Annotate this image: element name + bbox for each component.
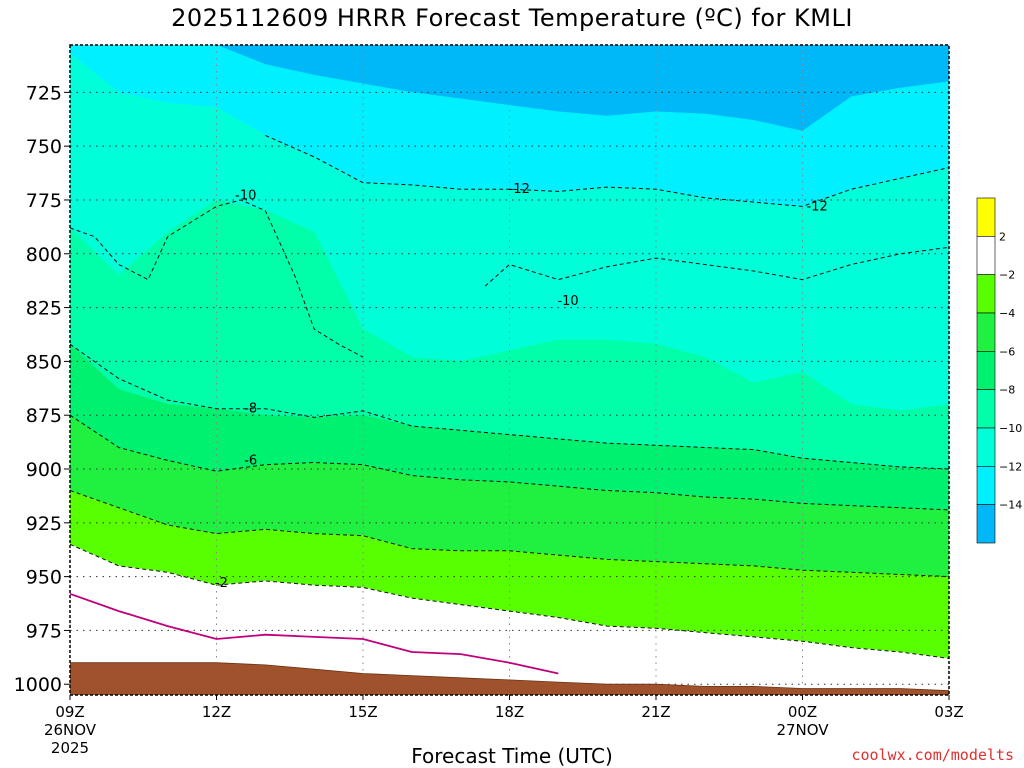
x-tick-label: 21Z <box>641 703 670 721</box>
y-tick-label: 800 <box>26 244 62 266</box>
y-tick-label: 975 <box>26 620 62 642</box>
surface-terrain <box>70 662 949 695</box>
colorbar-swatch <box>976 197 996 237</box>
colorbar-label: −8 <box>999 384 1015 397</box>
y-tick-label: 1000 <box>14 674 62 696</box>
x-tick-label: 18Z <box>495 703 524 721</box>
colorbar-label: −6 <box>999 345 1015 358</box>
colorbar-swatch <box>976 504 996 544</box>
colorbar: 2 −2 −4 −6 −8 −10 −12 −14 <box>976 197 1022 544</box>
y-tick-label: 725 <box>26 82 62 104</box>
temperature-bands <box>70 45 949 695</box>
x-tick-label: 12Z <box>202 703 231 721</box>
contour-line <box>484 246 949 287</box>
x-tick-label: 15Z <box>348 703 377 721</box>
x-tick-label: 00Z <box>788 703 817 721</box>
x-axis-label: Forecast Time (UTC) <box>411 744 613 768</box>
y-tick-label: 950 <box>26 567 62 589</box>
y-tick-label: 750 <box>26 136 62 158</box>
colorbar-swatch <box>976 274 996 314</box>
grid-lines <box>70 45 949 695</box>
colorbar-swatch <box>976 427 996 467</box>
colorbar-swatch <box>976 389 996 429</box>
contour-label: -8 <box>244 402 257 417</box>
colorbar-swatch <box>976 236 996 275</box>
y-tick-label: 825 <box>26 298 62 320</box>
x-tick-sublabel: 27NOV <box>776 721 829 739</box>
colorbar-label: 2 <box>999 230 1006 243</box>
x-tick-sublabel: 2025 <box>51 739 89 757</box>
x-tick-label: 09Z <box>55 703 84 721</box>
colorbar-swatch <box>976 312 996 352</box>
contour-label: -10 <box>235 189 256 204</box>
chart-title: 2025112609 HRRR Forecast Temperature (ºC… <box>171 4 853 32</box>
contour-label: -12 <box>807 199 828 214</box>
y-tick-label: 900 <box>26 459 62 481</box>
contour-line <box>70 490 949 578</box>
plot-frame <box>69 44 950 696</box>
colorbar-label: −2 <box>999 269 1015 282</box>
freezing-line <box>70 592 559 675</box>
contour-line <box>70 199 364 358</box>
contour-label: -10 <box>557 294 578 309</box>
ground-surface <box>70 592 949 695</box>
contour-line <box>70 343 949 470</box>
y-tick-label: 775 <box>26 190 62 212</box>
colorbar-swatch <box>976 351 996 390</box>
isotherm-contours: -12 -12 -10 -10 -8 -6 -2 <box>70 134 949 659</box>
y-tick-label: 925 <box>26 513 62 535</box>
x-tick-label: 03Z <box>934 703 963 721</box>
colorbar-swatch <box>976 466 996 505</box>
contour-label: -12 <box>509 182 530 197</box>
y-axis-ticks: 725 750 775 800 825 850 875 900 925 950 975 1000 <box>14 82 70 696</box>
colorbar-label: −4 <box>999 307 1015 320</box>
credit-text[interactable]: coolwx.com/modelts <box>851 746 1014 764</box>
contour-line <box>70 543 949 659</box>
contour-label: -6 <box>244 453 257 468</box>
colorbar-label: −14 <box>999 499 1022 512</box>
x-tick-sublabel: 26NOV <box>44 721 97 739</box>
contour-line <box>265 134 949 207</box>
colorbar-label: −12 <box>999 460 1022 473</box>
y-tick-label: 875 <box>26 405 62 427</box>
y-tick-label: 850 <box>26 351 62 373</box>
colorbar-label: −10 <box>999 422 1022 435</box>
contour-label: -2 <box>215 576 228 591</box>
